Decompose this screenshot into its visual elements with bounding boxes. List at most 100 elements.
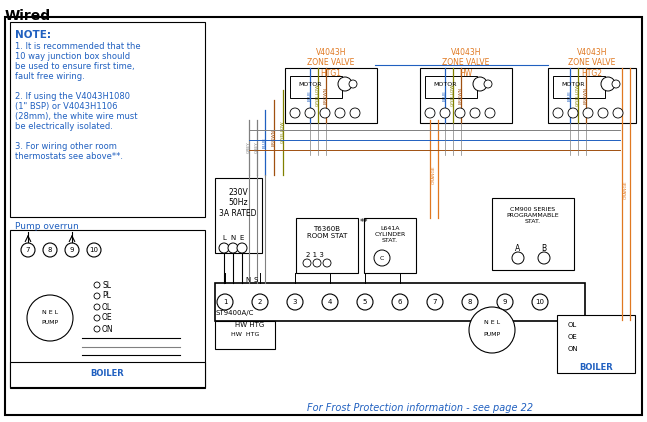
Text: MOTOR: MOTOR: [561, 81, 585, 87]
Circle shape: [497, 294, 513, 310]
FancyBboxPatch shape: [296, 218, 358, 273]
Text: PUMP: PUMP: [483, 332, 501, 336]
Text: 2: 2: [258, 299, 262, 305]
Circle shape: [305, 108, 315, 118]
Text: ST9400A/C: ST9400A/C: [216, 310, 254, 316]
Circle shape: [484, 80, 492, 88]
Circle shape: [553, 108, 563, 118]
Circle shape: [94, 282, 100, 288]
Text: T6360B
ROOM STAT: T6360B ROOM STAT: [307, 226, 347, 239]
Text: OE: OE: [568, 334, 578, 340]
Text: B: B: [542, 243, 547, 252]
Circle shape: [338, 77, 352, 91]
Circle shape: [538, 252, 550, 264]
Text: fault free wiring.: fault free wiring.: [15, 72, 85, 81]
Text: N: N: [230, 235, 236, 241]
Circle shape: [87, 243, 101, 257]
Circle shape: [323, 259, 331, 267]
Text: 8: 8: [48, 247, 52, 253]
FancyBboxPatch shape: [10, 22, 205, 217]
Text: G/YELLOW: G/YELLOW: [281, 121, 285, 143]
Text: 10: 10: [89, 247, 98, 253]
FancyBboxPatch shape: [548, 68, 636, 123]
Circle shape: [583, 108, 593, 118]
FancyBboxPatch shape: [364, 218, 416, 273]
Text: thermostats see above**.: thermostats see above**.: [15, 152, 123, 161]
Circle shape: [425, 108, 435, 118]
Text: 8: 8: [468, 299, 472, 305]
Text: ORANGE: ORANGE: [624, 181, 628, 199]
Circle shape: [27, 295, 73, 341]
Text: For Frost Protection information - see page 22: For Frost Protection information - see p…: [307, 403, 533, 413]
Text: **: **: [360, 218, 368, 227]
Text: G/YELLOW: G/YELLOW: [576, 84, 580, 106]
Circle shape: [462, 294, 478, 310]
Circle shape: [322, 294, 338, 310]
Text: 4: 4: [328, 299, 332, 305]
Text: BLUE: BLUE: [308, 89, 312, 100]
FancyBboxPatch shape: [420, 68, 512, 123]
Text: L641A
CYLINDER
STAT.: L641A CYLINDER STAT.: [375, 226, 406, 243]
Circle shape: [65, 243, 79, 257]
Circle shape: [237, 243, 247, 253]
Text: Pump overrun: Pump overrun: [15, 222, 79, 231]
Text: V4043H
ZONE VALVE
HTG2: V4043H ZONE VALVE HTG2: [568, 48, 616, 78]
Circle shape: [473, 77, 487, 91]
Circle shape: [427, 294, 443, 310]
Circle shape: [290, 108, 300, 118]
Text: 2. If using the V4043H1080: 2. If using the V4043H1080: [15, 92, 130, 101]
Text: MOTOR: MOTOR: [433, 81, 457, 87]
Text: C: C: [380, 255, 384, 260]
Text: OL: OL: [102, 303, 112, 311]
Circle shape: [219, 243, 229, 253]
Text: HW HTG: HW HTG: [236, 322, 265, 328]
Text: 3. For wiring other room: 3. For wiring other room: [15, 142, 117, 151]
Text: BOILER: BOILER: [579, 363, 613, 373]
Circle shape: [287, 294, 303, 310]
Text: L: L: [222, 235, 226, 241]
Circle shape: [217, 294, 233, 310]
Text: V4043H
ZONE VALVE
HW: V4043H ZONE VALVE HW: [443, 48, 490, 78]
Circle shape: [374, 250, 390, 266]
Circle shape: [350, 108, 360, 118]
Text: N: N: [245, 277, 250, 283]
Text: G/YELLOW: G/YELLOW: [316, 84, 320, 106]
Circle shape: [303, 259, 311, 267]
Text: N E L: N E L: [484, 320, 500, 325]
Text: PUMP: PUMP: [41, 319, 59, 325]
Text: 10: 10: [536, 299, 545, 305]
Text: BROWN: BROWN: [324, 87, 328, 103]
Text: NOTE:: NOTE:: [15, 30, 51, 40]
FancyBboxPatch shape: [10, 362, 205, 387]
FancyBboxPatch shape: [5, 17, 642, 415]
Circle shape: [21, 243, 35, 257]
Text: HW  HTG: HW HTG: [231, 333, 259, 338]
FancyBboxPatch shape: [557, 315, 635, 373]
Text: MOTOR: MOTOR: [298, 81, 322, 87]
Text: 6: 6: [398, 299, 402, 305]
Text: 1. It is recommended that the: 1. It is recommended that the: [15, 42, 140, 51]
Text: BLUE: BLUE: [263, 136, 267, 148]
Text: GREY: GREY: [255, 141, 259, 153]
FancyBboxPatch shape: [492, 198, 574, 270]
Circle shape: [349, 80, 357, 88]
FancyBboxPatch shape: [290, 76, 342, 98]
Text: ORANGE: ORANGE: [432, 166, 436, 184]
Text: OE: OE: [102, 314, 113, 322]
Circle shape: [568, 108, 578, 118]
Circle shape: [469, 307, 515, 353]
Text: BROWN: BROWN: [272, 129, 276, 146]
Text: S: S: [254, 277, 258, 283]
Circle shape: [335, 108, 345, 118]
Circle shape: [357, 294, 373, 310]
Text: 7: 7: [26, 247, 30, 253]
Text: N E L: N E L: [42, 309, 58, 314]
Text: 10 way junction box should: 10 way junction box should: [15, 52, 130, 61]
Text: BLUE: BLUE: [568, 89, 572, 100]
Circle shape: [392, 294, 408, 310]
FancyBboxPatch shape: [285, 68, 377, 123]
Circle shape: [485, 108, 495, 118]
Circle shape: [43, 243, 57, 257]
Circle shape: [598, 108, 608, 118]
FancyBboxPatch shape: [425, 76, 477, 98]
